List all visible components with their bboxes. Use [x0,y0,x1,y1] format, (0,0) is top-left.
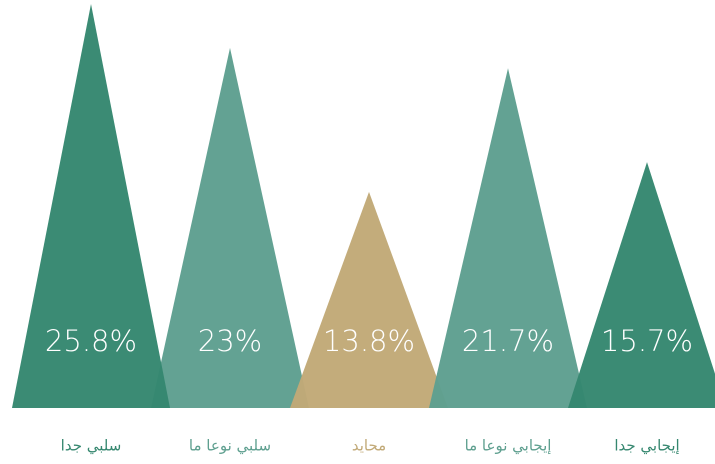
value-label: 23% [198,324,262,358]
value-label: 15.7% [601,324,693,358]
category-label: إيجابي نوعا ما [465,437,552,456]
category-label: إيجابي جدا [614,437,679,456]
triangle [568,162,715,408]
triangle [12,4,170,408]
value-label: 25.8% [45,324,137,358]
category-label: محايد [352,437,386,455]
category-label: سلبي جدا [61,437,122,456]
value-label: 21.7% [462,324,554,358]
triangle [429,68,587,409]
triangle [151,47,309,408]
value-label: 13.8% [323,324,415,358]
triangle [290,191,448,408]
category-label: سلبي نوعا ما [189,437,271,456]
